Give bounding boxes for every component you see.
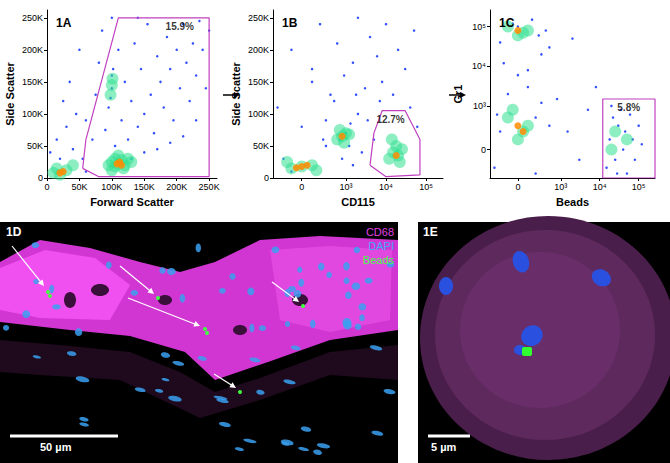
svg-text:100K: 100K: [101, 182, 122, 192]
svg-text:15.9%: 15.9%: [166, 21, 194, 32]
svg-text:0: 0: [299, 182, 304, 192]
svg-text:5.8%: 5.8%: [617, 102, 640, 113]
svg-text:10³: 10³: [339, 182, 352, 192]
svg-text:50K: 50K: [71, 182, 87, 192]
svg-text:0: 0: [515, 182, 520, 192]
svg-text:10³: 10³: [554, 182, 567, 192]
svg-text:10⁴: 10⁴: [379, 182, 393, 192]
svg-text:10⁴: 10⁴: [472, 61, 486, 71]
svg-text:1A: 1A: [56, 16, 72, 30]
svg-text:150K: 150K: [22, 77, 43, 87]
svg-text:150K: 150K: [248, 77, 269, 87]
svg-text:1D: 1D: [6, 225, 22, 239]
svg-text:1E: 1E: [423, 225, 438, 239]
svg-text:250K: 250K: [199, 182, 220, 192]
svg-text:1B: 1B: [282, 16, 298, 30]
svg-text:200K: 200K: [166, 182, 187, 192]
svg-text:200K: 200K: [22, 45, 43, 55]
svg-text:12.7%: 12.7%: [376, 114, 404, 125]
svg-text:200K: 200K: [248, 45, 269, 55]
svg-text:10⁵: 10⁵: [472, 22, 486, 32]
svg-text:CD68: CD68: [366, 226, 394, 238]
svg-text:250K: 250K: [248, 13, 269, 23]
svg-text:Beads: Beads: [363, 254, 395, 266]
svg-text:0: 0: [38, 173, 43, 183]
svg-text:10⁴: 10⁴: [593, 182, 607, 192]
svg-text:50K: 50K: [253, 141, 269, 151]
svg-text:0: 0: [44, 182, 49, 192]
svg-text:Gr1: Gr1: [452, 85, 464, 104]
svg-text:DAPI: DAPI: [368, 240, 394, 252]
svg-text:50K: 50K: [27, 141, 43, 151]
svg-text:10⁵: 10⁵: [419, 182, 433, 192]
svg-text:50 µm: 50 µm: [40, 441, 72, 453]
svg-text:Side Scatter: Side Scatter: [4, 61, 16, 125]
svg-text:0: 0: [481, 145, 486, 155]
svg-text:0: 0: [264, 173, 269, 183]
svg-text:250K: 250K: [22, 13, 43, 23]
svg-text:150K: 150K: [134, 182, 155, 192]
svg-text:Beads: Beads: [556, 196, 589, 208]
svg-text:5 µm: 5 µm: [431, 441, 457, 453]
svg-text:10⁵: 10⁵: [632, 182, 646, 192]
svg-text:CD115: CD115: [341, 196, 375, 208]
svg-text:100K: 100K: [22, 109, 43, 119]
svg-text:100K: 100K: [248, 109, 269, 119]
svg-text:10³: 10³: [473, 101, 486, 111]
svg-text:Side Scatter: Side Scatter: [230, 61, 242, 125]
svg-text:Forward Scatter: Forward Scatter: [90, 196, 174, 208]
svg-text:1C: 1C: [499, 16, 515, 30]
